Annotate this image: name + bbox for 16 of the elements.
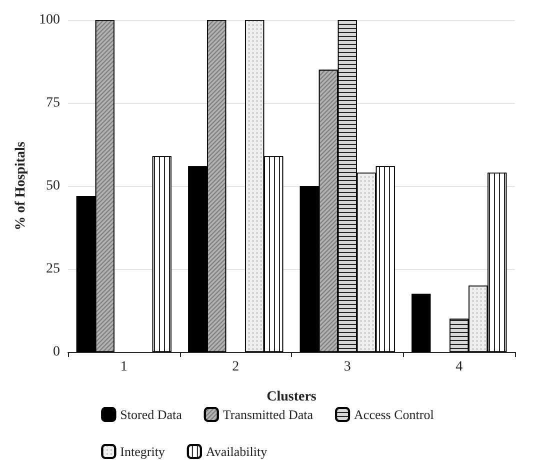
y-tick-label: 50 xyxy=(46,178,60,194)
y-tick-label: 0 xyxy=(53,344,60,360)
x-axis-title: Clusters xyxy=(266,390,317,404)
legend-label: Stored Data xyxy=(120,407,182,422)
y-tick-label: 75 xyxy=(46,96,60,110)
x-tick-label: 1 xyxy=(120,360,128,374)
x-tick-label: 3 xyxy=(344,360,351,374)
y-tick-label: 25 xyxy=(46,262,60,276)
legend-label: Availability xyxy=(206,444,268,459)
legend-label: Access Control xyxy=(354,407,434,422)
legend-label: Transmitted Data xyxy=(222,407,314,422)
x-tick-label: 2 xyxy=(232,360,240,374)
y-tick-label: 100 xyxy=(39,12,60,28)
legend-label: Integrity xyxy=(120,444,166,459)
x-tick-label: 4 xyxy=(456,360,463,374)
y-axis-title: % of Hospitals xyxy=(14,141,28,230)
